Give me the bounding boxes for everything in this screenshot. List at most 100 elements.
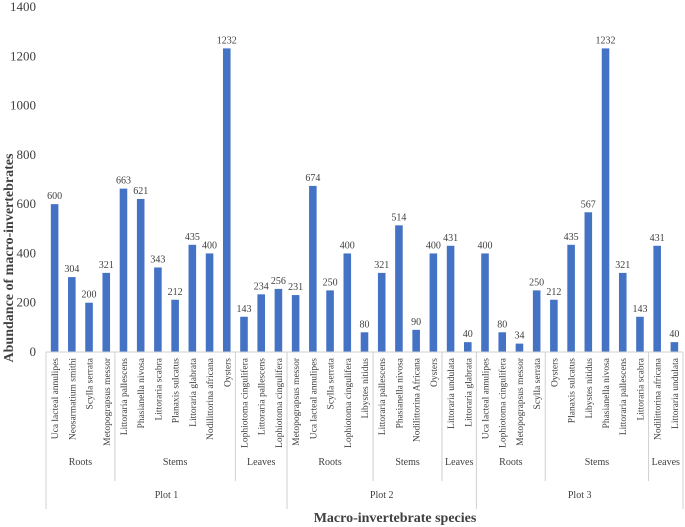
subgroup-label: Roots	[318, 457, 341, 468]
bar	[119, 188, 128, 352]
data-label: 400	[478, 240, 493, 251]
group-label: Plot 2	[370, 490, 394, 501]
x-category-label: Lophiotoma cingulifera	[239, 357, 250, 448]
data-label: 431	[650, 233, 665, 244]
data-label: 514	[391, 212, 406, 223]
data-label: 400	[426, 240, 441, 251]
data-label: 663	[116, 176, 131, 187]
bar	[188, 244, 197, 352]
x-category-label: Phasianella nivosa	[395, 357, 405, 428]
data-label: 256	[271, 276, 286, 287]
data-label: 321	[99, 260, 114, 271]
x-category-label: Littoraria pallescens	[378, 358, 388, 436]
bar	[360, 332, 369, 352]
x-category-label: Littoraria pallescens	[258, 358, 268, 436]
x-category-label: Nodilittorina africana	[653, 357, 664, 440]
data-label: 435	[185, 232, 200, 243]
x-category-label: Metopograpsus messor	[516, 357, 526, 446]
x-category-label: Littoraria glabrata	[464, 357, 474, 427]
bars	[50, 48, 679, 353]
data-label: 212	[546, 287, 561, 298]
data-label: 143	[632, 304, 647, 315]
x-category-label: Littoraria scabra	[154, 357, 164, 420]
data-label: 234	[254, 281, 269, 292]
bar	[670, 342, 679, 352]
subgroup-label: Roots	[69, 457, 92, 468]
data-label: 40	[463, 329, 473, 340]
data-label: 80	[360, 319, 370, 330]
bar	[653, 245, 661, 352]
data-label: 200	[82, 290, 97, 301]
y-tick-label: 1000	[10, 98, 36, 113]
x-category-label: Scylla serrata	[327, 357, 337, 409]
data-label: 90	[411, 317, 421, 328]
x-category-label: Oysters	[550, 358, 560, 387]
data-label: 34	[514, 331, 524, 342]
subgroup-label: Stems	[585, 457, 610, 468]
bar	[584, 212, 593, 352]
x-axis-title: Macro-invertebrate species	[314, 511, 477, 526]
bar	[102, 272, 111, 352]
x-category-label: Uca lacteal annulipes	[482, 358, 492, 440]
bar	[343, 253, 352, 352]
y-tick-label: 200	[17, 295, 37, 310]
data-label: 1232	[596, 35, 616, 46]
bar	[85, 302, 93, 352]
bar	[222, 48, 231, 353]
y-tick-label: 400	[17, 245, 37, 260]
x-category-label: Phasianella nivosa	[602, 357, 612, 428]
data-label: 250	[529, 277, 544, 288]
x-category-label: Planaxis sulcatus	[568, 358, 578, 423]
data-label: 400	[340, 240, 355, 251]
x-category-label: Nodilittorina africana	[205, 357, 216, 440]
bar	[274, 288, 283, 352]
data-label: 80	[497, 319, 507, 330]
subgroup-label: Leaves	[652, 457, 680, 468]
subgroup-label: Leaves	[247, 457, 275, 468]
subgroup-label: Leaves	[445, 457, 473, 468]
bar	[429, 253, 438, 352]
x-category-label: Scylla serrata	[533, 357, 543, 409]
group-label: Plot 1	[155, 490, 179, 501]
data-label: 143	[236, 304, 251, 315]
y-tick-label: 1400	[10, 0, 36, 14]
x-category-label: Littoraria pallescens	[120, 358, 130, 436]
x-category-label: Oysters	[430, 358, 440, 387]
x-category-label: Libystes nitidus	[585, 358, 595, 419]
bar	[618, 272, 627, 352]
data-label: 212	[168, 287, 183, 298]
x-category-label: Planaxis sulcatus	[172, 358, 182, 423]
bar	[240, 316, 248, 352]
bar	[567, 244, 575, 352]
data-label: 1232	[217, 35, 237, 46]
bar	[257, 294, 265, 352]
bar	[481, 253, 489, 352]
bar	[50, 204, 59, 352]
y-tick-label: 600	[17, 196, 37, 211]
x-category-label: Lophiotoma cingulifera	[498, 357, 509, 448]
x-category-label: Oysters	[223, 358, 233, 387]
subgroup-label: Stems	[395, 457, 420, 468]
x-category-label: Uca lacteal annulipes	[309, 358, 319, 440]
bar	[68, 277, 76, 352]
x-category-label: Neosarmatium smithi	[68, 358, 78, 440]
bar	[601, 48, 610, 353]
bar	[309, 185, 317, 352]
x-category-label: Metopograpsus messor	[103, 357, 113, 446]
x-category-labels: Uca lacteal annulipes Neosarmatium smithi…	[51, 357, 681, 448]
y-axis-ticks: 0 200 400 600 800 1000 1200 1400	[10, 0, 36, 359]
data-label: 567	[581, 199, 596, 210]
bar	[326, 290, 334, 352]
x-category-label: Metopograpsus messor	[292, 357, 302, 446]
data-label: 431	[443, 233, 458, 244]
data-label: 231	[288, 282, 303, 293]
axes	[45, 351, 684, 509]
bar	[136, 198, 145, 352]
x-category-label: Scylla serrata	[86, 357, 96, 409]
bar	[412, 329, 420, 352]
bar	[498, 332, 507, 352]
subgroup-label: Stems	[163, 457, 188, 468]
data-label: 40	[669, 329, 679, 340]
x-category-label: Lophiotoma cingulifera	[274, 357, 285, 448]
